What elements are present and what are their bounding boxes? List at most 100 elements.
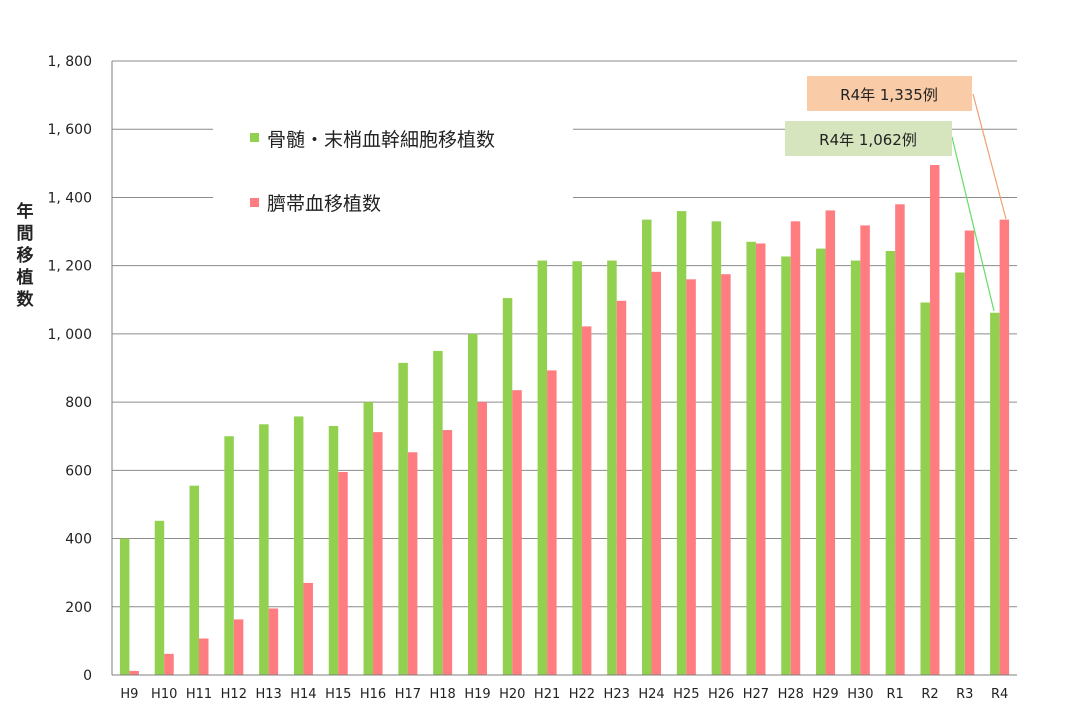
bar-marrow-H20 xyxy=(502,298,513,675)
bar-marrow-H14 xyxy=(293,416,304,675)
bar-marrow-H15 xyxy=(328,425,339,675)
x-tick-label: H25 xyxy=(673,687,699,702)
x-tick-label: H16 xyxy=(360,687,386,702)
y-axis-label-char: 間 xyxy=(17,224,34,244)
x-tick-labels: H9 H10 H11 H12 H13 H14 H15 H16 H17 H18 H19 H20 H21 H2… xyxy=(120,687,1008,702)
bar-cord-H20 xyxy=(512,390,522,675)
x-tick-label: H15 xyxy=(325,687,351,702)
bar-marrow-H26 xyxy=(711,221,722,676)
bar-cord-H15 xyxy=(338,472,348,675)
annotation-leader-cord xyxy=(972,93,1007,220)
x-tick-label: H23 xyxy=(604,687,630,702)
x-tick-label: H27 xyxy=(743,687,769,702)
legend-background xyxy=(213,115,573,225)
bar-marrow-H29 xyxy=(816,248,826,675)
bar-cord-H28 xyxy=(790,221,801,676)
bar-cord-H16 xyxy=(373,432,383,675)
annotation-text-cord: R4年 1,335例 xyxy=(840,86,938,104)
x-tick-label: R3 xyxy=(956,687,973,702)
bar-cord-H17 xyxy=(407,452,418,675)
bar-cord-H10 xyxy=(164,653,174,675)
y-tick-label: 1, 400 xyxy=(47,190,92,206)
annotation-box-marrow xyxy=(785,121,952,156)
bar-cord-H23 xyxy=(616,300,627,675)
x-tick-label: H11 xyxy=(186,687,212,702)
x-tick-label: H20 xyxy=(499,687,525,702)
x-tick-label: R2 xyxy=(921,687,938,702)
bar-cord-H30 xyxy=(860,225,870,675)
x-tick-label: H19 xyxy=(464,687,490,702)
bar-cord-H29 xyxy=(825,210,836,675)
bar-cord-H25 xyxy=(686,279,696,675)
bar-cord-H26 xyxy=(721,274,731,675)
bar-cord-R3 xyxy=(964,230,975,675)
bar-cord-H11 xyxy=(199,638,209,675)
x-tick-label: H9 xyxy=(120,687,138,702)
y-tick-label: 1, 800 xyxy=(47,54,92,70)
x-tick-label: H12 xyxy=(221,687,247,702)
bar-marrow-H10 xyxy=(154,520,165,675)
y-tick-label: 800 xyxy=(65,395,92,411)
y-axis-label-char: 移 xyxy=(17,245,34,266)
bar-marrow-H30 xyxy=(850,260,861,675)
bar-marrow-H12 xyxy=(224,436,234,675)
bar-marrow-H19 xyxy=(467,333,478,675)
bar-marrow-R1 xyxy=(885,250,896,675)
annotation-leader-marrow xyxy=(951,136,995,312)
x-tick-label: H28 xyxy=(778,687,804,702)
bar-marrow-H27 xyxy=(746,241,756,676)
y-tick-label: 1, 200 xyxy=(47,259,92,275)
bar-cord-H9 xyxy=(129,670,139,675)
legend-swatch-marrow xyxy=(250,133,259,142)
bar-marrow-R2 xyxy=(920,302,930,675)
bar-cord-H27 xyxy=(755,243,766,675)
x-tick-label: H13 xyxy=(255,687,281,702)
x-tick-label: H24 xyxy=(638,687,664,702)
legend-label-marrow: 骨髄・末梢血幹細胞移植数 xyxy=(267,129,495,151)
x-tick-label: H21 xyxy=(534,687,560,702)
bar-marrow-H11 xyxy=(189,485,200,675)
y-axis-label-char: 年 xyxy=(17,201,34,222)
bar-cord-R1 xyxy=(895,204,905,675)
y-tick-label: 1, 600 xyxy=(47,122,92,138)
y-axis-label-char: 植 xyxy=(17,267,34,288)
legend-label-cord: 臍帯血移植数 xyxy=(267,193,381,215)
x-tick-label: H17 xyxy=(395,687,421,702)
x-tick-label: H26 xyxy=(708,687,734,702)
bar-marrow-H16 xyxy=(363,402,374,675)
bar-cord-R2 xyxy=(929,165,940,676)
bar-marrow-H13 xyxy=(259,424,269,675)
x-tick-label: H22 xyxy=(569,687,595,702)
bar-cord-H12 xyxy=(233,619,244,675)
x-tick-label: H29 xyxy=(812,687,838,702)
legend-swatch-cord xyxy=(250,198,259,207)
y-tick-label: 1, 000 xyxy=(47,327,92,343)
y-axis-label-char: 数 xyxy=(17,289,35,310)
annotations: R4年 1,335例 R4年 1,062例 xyxy=(785,76,1007,312)
bar-marrow-H24 xyxy=(642,219,652,675)
annotation-box-cord xyxy=(807,76,972,111)
y-tick-label: 200 xyxy=(65,600,92,616)
bar-marrow-H17 xyxy=(398,362,408,675)
bar-cord-H19 xyxy=(477,402,487,675)
bar-cord-H14 xyxy=(303,582,313,675)
bar-cord-H24 xyxy=(651,271,662,675)
bar-marrow-H18 xyxy=(433,350,443,675)
bar-marrow-H28 xyxy=(781,256,791,675)
y-tick-label: 400 xyxy=(65,532,92,548)
annotation-text-marrow: R4年 1,062例 xyxy=(819,131,917,149)
bar-marrow-H21 xyxy=(537,260,548,675)
bar-cord-H18 xyxy=(442,430,453,675)
x-tick-label: R4 xyxy=(991,687,1008,702)
x-tick-label: H18 xyxy=(430,687,456,702)
bar-marrow-H22 xyxy=(572,261,582,675)
y-tick-label: 600 xyxy=(65,463,92,479)
axes xyxy=(111,61,1017,676)
bar-marrow-H9 xyxy=(119,538,130,675)
x-tick-label: H10 xyxy=(151,687,177,702)
bar-marrow-H23 xyxy=(607,260,617,675)
x-tick-label: H30 xyxy=(847,687,873,702)
